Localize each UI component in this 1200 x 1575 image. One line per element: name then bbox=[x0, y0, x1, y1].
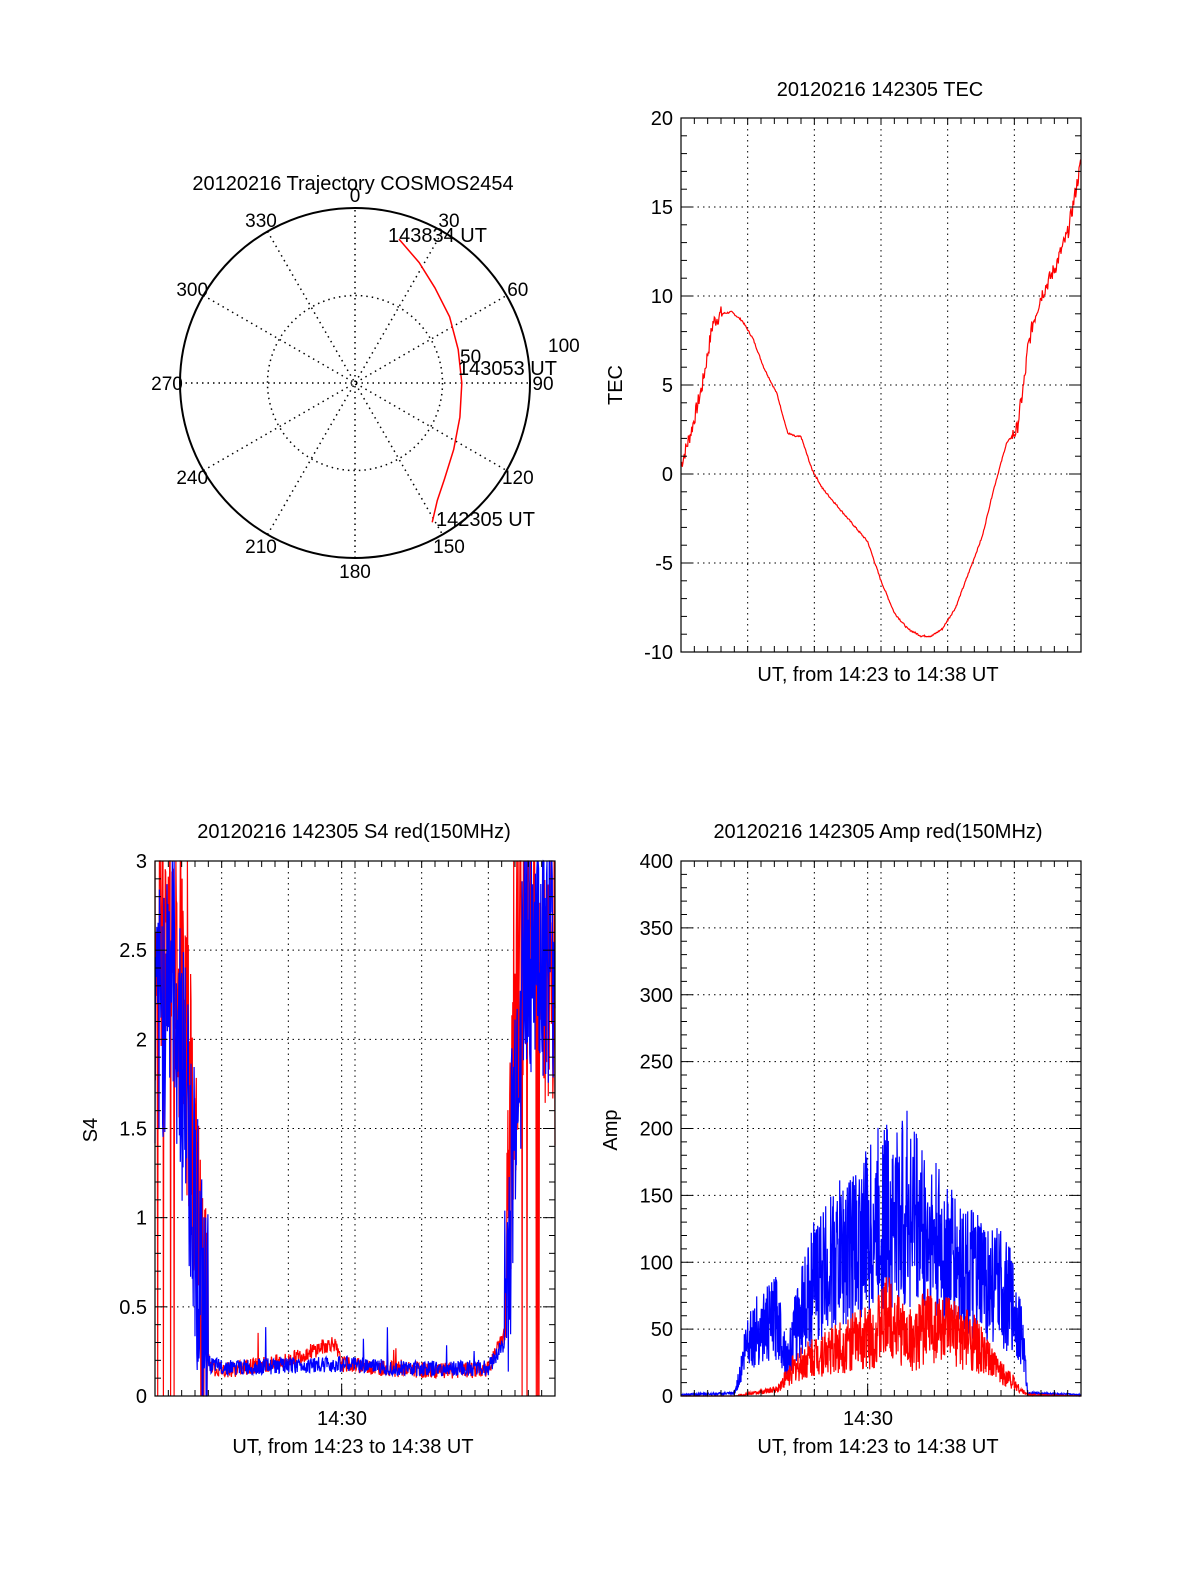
amp-blue-series-line bbox=[681, 1110, 1082, 1398]
s4-ytick-label: 0 bbox=[136, 1386, 147, 1408]
s4-ytick-label: 3 bbox=[136, 851, 147, 873]
polar-angle-label-210: 210 bbox=[245, 537, 277, 558]
trajectory-track bbox=[398, 238, 463, 523]
tec-ylabel: TEC bbox=[605, 365, 627, 405]
amp-panel: 20120216 142305 Amp red(150MHz) 0 50 100 15… bbox=[600, 821, 1082, 1458]
tec-ytick-label: 15 bbox=[651, 197, 673, 219]
polar-angle-label-270: 270 bbox=[151, 374, 183, 395]
polar-angle-label-150: 150 bbox=[433, 537, 465, 558]
tec-ytick-label: 20 bbox=[651, 108, 673, 130]
s4-blue-series-line bbox=[154, 859, 556, 1397]
s4-panel: 20120216 142305 S4 red(150MHz) 0 0.5 1 1.5 2… bbox=[80, 821, 556, 1458]
radius-label-100: 100 bbox=[548, 336, 580, 357]
polar-spoke-30 bbox=[266, 231, 444, 535]
s4-title: 20120216 142305 S4 red(150MHz) bbox=[197, 821, 511, 843]
trajectory-end-time: 143834 UT bbox=[388, 225, 487, 247]
tec-xlabel: UT, from 14:23 to 14:38 UT bbox=[757, 664, 998, 686]
polar-spokes bbox=[180, 208, 530, 558]
polar-angle-label-180: 180 bbox=[339, 562, 371, 583]
polar-angle-label-0: 0 bbox=[350, 186, 361, 207]
amp-ytick-labels: 0 50 100 150 200 250 300 350 400 bbox=[640, 851, 673, 1408]
amp-ytick-label: 100 bbox=[640, 1252, 673, 1274]
tec-plot-frame bbox=[680, 117, 1082, 653]
s4-ytick-label: 1.5 bbox=[119, 1119, 147, 1141]
polar-inner-circle bbox=[266, 294, 444, 472]
trajectory-mid-time: 143053 UT bbox=[458, 358, 557, 380]
amp-ytick-label: 50 bbox=[651, 1319, 673, 1341]
tec-title: 20120216 142305 TEC bbox=[777, 79, 983, 101]
tec-ytick-label: -10 bbox=[644, 642, 673, 664]
amp-ytick-label: 300 bbox=[640, 985, 673, 1007]
s4-xlabel: UT, from 14:23 to 14:38 UT bbox=[232, 1436, 473, 1458]
s4-plot-frame bbox=[154, 860, 556, 1397]
amp-ytick-label: 150 bbox=[640, 1185, 673, 1207]
radius-label-50: 50 bbox=[460, 347, 481, 368]
s4-xtick-label: 14:30 bbox=[317, 1408, 367, 1430]
polar-spoke-150 bbox=[266, 231, 444, 535]
polar-angle-label-330: 330 bbox=[245, 211, 277, 232]
trajectory-panel: 20120216 Trajectory COSMOS2454 0 30 60 90 12… bbox=[151, 173, 580, 583]
amp-ytick-label: 350 bbox=[640, 918, 673, 940]
tec-ytick-label: 0 bbox=[662, 464, 673, 486]
s4-ytick-label: 0.5 bbox=[119, 1297, 147, 1319]
s4-ticks bbox=[155, 860, 555, 1397]
s4-red-series-line bbox=[154, 860, 556, 1397]
polar-angle-label-300: 300 bbox=[176, 280, 208, 301]
polar-angle-labels: 0 30 60 90 120 150 180 210 240 270 300 330 bbox=[151, 186, 553, 583]
tec-ytick-labels: -10 -5 0 5 10 15 20 bbox=[644, 108, 673, 664]
amp-ytick-label: 0 bbox=[662, 1386, 673, 1408]
polar-spoke-60 bbox=[203, 294, 507, 472]
amp-ytick-label: 400 bbox=[640, 851, 673, 873]
amp-ticks bbox=[681, 860, 1081, 1397]
polar-angle-label-120: 120 bbox=[502, 468, 534, 489]
s4-ytick-label: 2.5 bbox=[119, 940, 147, 962]
tec-ytick-label: 10 bbox=[651, 286, 673, 308]
s4-ytick-label: 1 bbox=[136, 1208, 147, 1230]
tec-ytick-label: 5 bbox=[662, 375, 673, 397]
s4-ytick-labels: 0 0.5 1 1.5 2 2.5 3 bbox=[119, 851, 147, 1408]
amp-ytick-label: 200 bbox=[640, 1119, 673, 1141]
s4-ylabel: S4 bbox=[80, 1118, 102, 1142]
amp-xlabel: UT, from 14:23 to 14:38 UT bbox=[757, 1436, 998, 1458]
polar-spoke-120 bbox=[203, 294, 507, 472]
trajectory-start-time: 142305 UT bbox=[436, 509, 535, 531]
polar-angle-label-240: 240 bbox=[176, 468, 208, 489]
polar-angle-label-60: 60 bbox=[507, 280, 528, 301]
amp-title: 20120216 142305 Amp red(150MHz) bbox=[713, 821, 1042, 843]
amp-ylabel: Amp bbox=[600, 1109, 622, 1150]
s4-grid bbox=[155, 861, 555, 1396]
tec-ticks bbox=[681, 117, 1081, 653]
tec-ytick-label: -5 bbox=[655, 553, 673, 575]
trajectory-title: 20120216 Trajectory COSMOS2454 bbox=[192, 173, 513, 195]
polar-angle-label-30: 30 bbox=[438, 211, 459, 232]
amp-xtick-label: 14:30 bbox=[843, 1408, 893, 1430]
polar-angle-label-90: 90 bbox=[532, 374, 553, 395]
tec-series-line bbox=[680, 158, 1082, 638]
s4-ytick-label: 2 bbox=[136, 1029, 147, 1051]
tec-panel: 20120216 142305 TEC -10 -5 0 5 10 15 20 TEC UT… bbox=[605, 79, 1082, 686]
tec-grid bbox=[681, 118, 1081, 652]
amp-ytick-label: 250 bbox=[640, 1052, 673, 1074]
